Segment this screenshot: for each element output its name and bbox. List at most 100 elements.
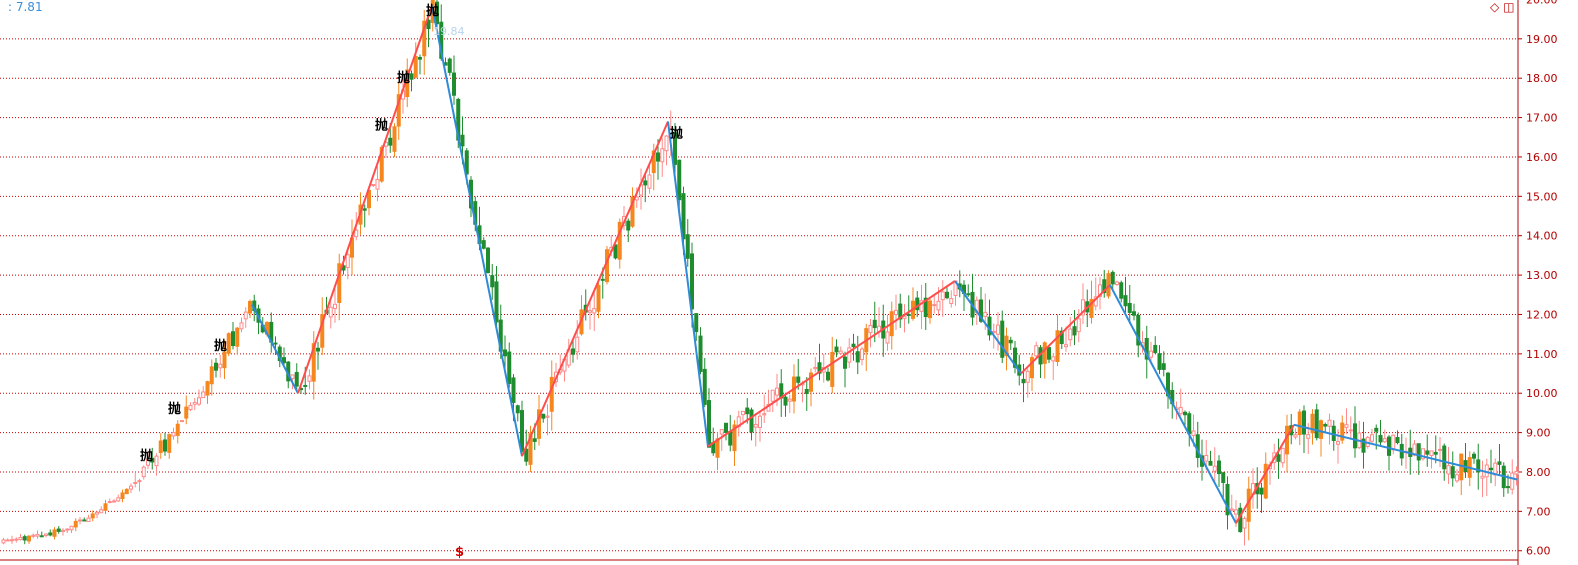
- candle-body: [1221, 472, 1226, 483]
- candle-body: [520, 410, 524, 452]
- candle-body: [588, 310, 592, 313]
- candle-body: [1438, 448, 1442, 451]
- candle-body: [919, 300, 924, 312]
- candle-body: [5, 539, 10, 542]
- candle-body: [192, 401, 197, 405]
- candle-body: [758, 415, 762, 428]
- candle-body: [235, 327, 240, 347]
- candle-body: [1433, 451, 1438, 455]
- candle-body: [1514, 470, 1519, 475]
- candle-body: [494, 281, 499, 323]
- candle-body: [1280, 447, 1285, 464]
- candle-body: [1123, 295, 1128, 307]
- zigzag-down-segment: [1109, 284, 1237, 524]
- candle-body: [86, 517, 91, 522]
- candle-body: [894, 309, 898, 316]
- candle-body: [39, 535, 44, 538]
- candle-body: [328, 306, 333, 318]
- candle-body: [511, 377, 516, 403]
- candle-body: [1374, 427, 1379, 432]
- candle-body: [1442, 445, 1447, 470]
- candle-body: [643, 180, 648, 186]
- candle-body: [184, 406, 189, 419]
- candle-body: [503, 349, 507, 357]
- candle-body: [1327, 419, 1332, 427]
- sell-signal-label: 抛: [214, 338, 227, 354]
- candle-body: [129, 485, 133, 490]
- candle-body: [362, 208, 367, 211]
- candle-body: [175, 423, 180, 436]
- candle-body: [524, 448, 529, 462]
- candle-body: [141, 466, 146, 478]
- panel-toggle-icon[interactable]: ◫: [1503, 0, 1515, 14]
- candle-body: [1191, 430, 1196, 437]
- candle-body: [1042, 342, 1047, 364]
- candle-body: [1353, 423, 1357, 449]
- candle-body: [116, 497, 121, 502]
- candle-body: [1429, 450, 1434, 457]
- candle-body: [528, 433, 533, 465]
- candle-body: [1344, 424, 1349, 428]
- candle-body: [1000, 320, 1005, 358]
- candle-body: [851, 343, 856, 348]
- candle-body: [188, 404, 193, 410]
- candle-body: [124, 488, 129, 495]
- candle-body: [1293, 434, 1298, 438]
- candle-body: [56, 528, 61, 532]
- y-tick-label: 13.00: [1526, 269, 1558, 282]
- candle-body: [65, 528, 70, 531]
- candle-body: [1497, 461, 1502, 465]
- candle-body: [375, 178, 380, 190]
- candle-body: [1132, 311, 1136, 316]
- candle-body: [1136, 314, 1141, 346]
- zigzag-down-segment: [667, 121, 709, 447]
- candle-body: [787, 398, 792, 402]
- candle-body: [73, 520, 78, 528]
- candle-body: [180, 420, 184, 423]
- candle-body: [1302, 410, 1306, 435]
- candle-body: [673, 132, 677, 165]
- candle-body: [1119, 282, 1124, 299]
- candle-body: [1506, 486, 1510, 489]
- candle-body: [855, 351, 860, 363]
- candle-body: [940, 291, 945, 301]
- candle-body: [273, 342, 278, 345]
- candle-body: [90, 513, 95, 519]
- zigzag-up-segment: [1020, 284, 1111, 375]
- candle-body: [337, 263, 342, 304]
- candle-body: [413, 55, 418, 78]
- candle-body: [226, 333, 231, 354]
- candle-body: [1489, 467, 1493, 471]
- candle-body: [1382, 438, 1387, 443]
- candle-body: [1059, 330, 1064, 345]
- candle-body: [1455, 474, 1459, 482]
- candle-body: [923, 297, 928, 318]
- y-tick-label: 10.00: [1526, 387, 1558, 400]
- zigzag-up-segment: [707, 280, 956, 448]
- candle-body: [902, 315, 907, 319]
- candle-body: [486, 247, 490, 274]
- y-tick-label: 14.00: [1526, 230, 1558, 243]
- candle-body: [1263, 463, 1268, 499]
- candle-body: [1370, 434, 1374, 442]
- candle-body: [753, 423, 758, 428]
- diamond-icon[interactable]: ◇: [1490, 0, 1500, 14]
- candle-body: [541, 413, 546, 419]
- candle-body: [1098, 284, 1102, 297]
- candle-body: [99, 509, 104, 514]
- zigzag-up-segment: [297, 5, 433, 394]
- candle-body: [694, 313, 699, 333]
- candle-body: [61, 529, 65, 532]
- candle-body: [979, 299, 983, 322]
- candle-body: [775, 387, 779, 396]
- candle-body: [1051, 356, 1056, 362]
- candle-body: [1387, 436, 1391, 456]
- candle-body: [549, 376, 554, 412]
- sell-signal-label: 抛: [426, 3, 439, 19]
- y-tick-label: 12.00: [1526, 308, 1558, 321]
- candle-body: [630, 196, 635, 227]
- chart-toolbar-icons[interactable]: ◇ ◫: [1490, 0, 1514, 14]
- dollar-marker: $: [455, 545, 465, 560]
- y-tick-label: 18.00: [1526, 72, 1558, 85]
